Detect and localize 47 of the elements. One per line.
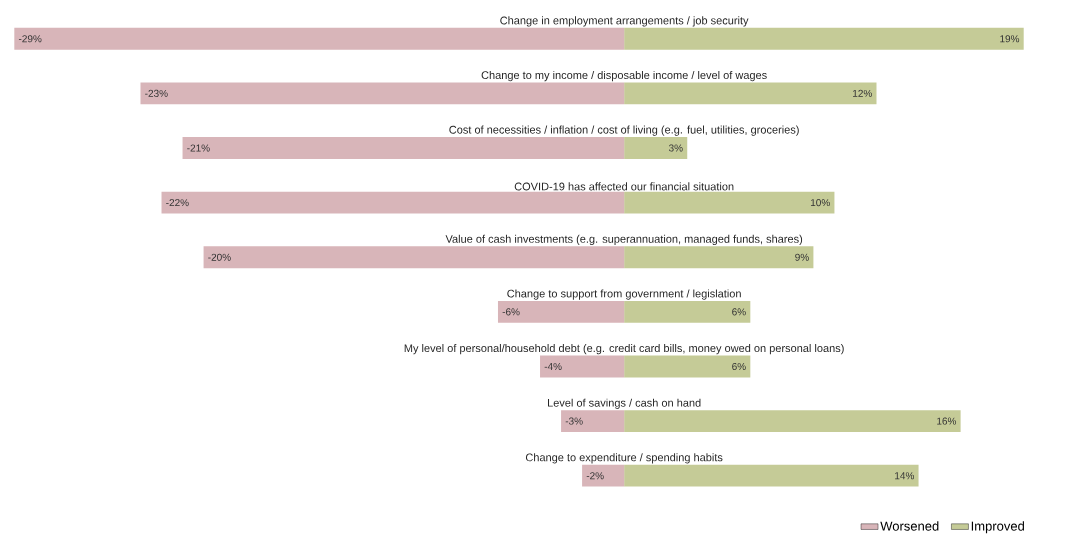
legend-label: Improved: [971, 521, 1024, 534]
data-label: -20%: [208, 253, 231, 261]
bar: [624, 410, 961, 432]
bar: [624, 300, 751, 323]
data-label: -22%: [166, 199, 189, 207]
data-label: -29%: [18, 35, 42, 43]
y-tick-label: Change to my income / disposable income / level of wages: [481, 70, 767, 82]
y-tick-label: Value of cash investments (e.g. superannuation, managed funds, shares): [445, 234, 803, 246]
bar: [624, 27, 1024, 50]
y-tick-label: Change to expenditure / spending habits: [525, 453, 723, 464]
y-tick-label: My level of personal/household debt (e.g. credit card bills, money owed on personal loans): [404, 344, 844, 355]
bar: [203, 246, 625, 269]
bar: [582, 464, 625, 487]
data-label: 12%: [853, 89, 872, 97]
bar: [624, 82, 877, 105]
data-label: 6%: [732, 308, 746, 316]
bar: [624, 464, 919, 487]
bar: [561, 410, 625, 432]
bar: [624, 355, 751, 378]
data-label: 10%: [810, 199, 830, 207]
bar: [624, 191, 835, 214]
data-label: -3%: [565, 417, 583, 425]
data-label: -23%: [145, 89, 168, 97]
data-label: -6%: [502, 308, 520, 316]
y-tick-label: COVID-19 has affected our financial situation: [514, 182, 734, 191]
data-label: 6%: [732, 362, 746, 370]
data-label: -21%: [187, 144, 210, 152]
bar: [624, 137, 688, 159]
bar: [161, 191, 625, 214]
bar: [497, 300, 625, 323]
bar: [182, 137, 625, 159]
y-tick-label: Cost of necessities / inflation / cost of living (e.g. fuel, utilities, groceries): [449, 125, 799, 136]
bar: [624, 246, 814, 269]
y-tick-label: Change to support from government / legislation: [507, 289, 741, 300]
data-label: 19%: [1000, 35, 1020, 43]
data-label: 16%: [937, 417, 957, 425]
data-label: 3%: [668, 144, 683, 152]
data-label: 14%: [895, 472, 914, 480]
data-label: -4%: [544, 362, 562, 370]
data-label: 9%: [795, 253, 809, 261]
y-tick-label: Change in employment arrangements / job security: [500, 16, 749, 27]
bar: [540, 355, 625, 378]
data-label: -2%: [586, 472, 604, 480]
bar: [14, 27, 625, 50]
bar: [140, 82, 625, 105]
y-tick-label: Level of savings / cash on hand: [548, 398, 701, 409]
legend-label: Worsened: [880, 521, 939, 531]
